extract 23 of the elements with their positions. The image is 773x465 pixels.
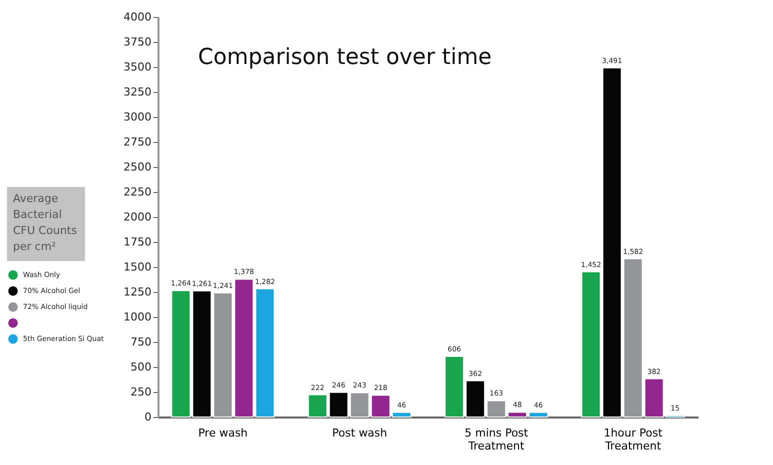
y-tick-label: 750 [130,336,152,348]
y-tick-label: 250 [130,386,152,398]
y-tick-label: 1250 [124,286,152,298]
y-tick-label: 1000 [124,310,152,324]
y-tick-label: 3250 [124,86,152,98]
y-tick-label: 2750 [124,136,152,148]
y-tick-label: 3750 [124,36,152,48]
x-tick-label: 5 mins Post Treatment [464,426,529,452]
y-tick-label: 2500 [124,160,152,174]
y-axis-title: Average Bacterial CFU Counts per cm² [13,192,78,253]
x-tick-label: Pre wash [198,426,248,440]
y-tick-label: 500 [130,360,152,374]
y-tick-label: 1500 [124,260,152,274]
x-tick-label: Post wash [332,426,388,440]
x-tick-label: 1hour Post Treatment [604,426,664,452]
y-tick-label: 1750 [124,236,152,248]
y-tick-label: 3500 [124,60,152,74]
y-tick-label: 3000 [124,110,152,124]
y-tick-label: 2250 [124,186,152,198]
y-tick-label: 4000 [124,10,152,24]
text: Comparison test over time [198,45,492,70]
y-tick-label: 2000 [124,210,152,224]
y-tick-label: 0 [144,410,152,424]
